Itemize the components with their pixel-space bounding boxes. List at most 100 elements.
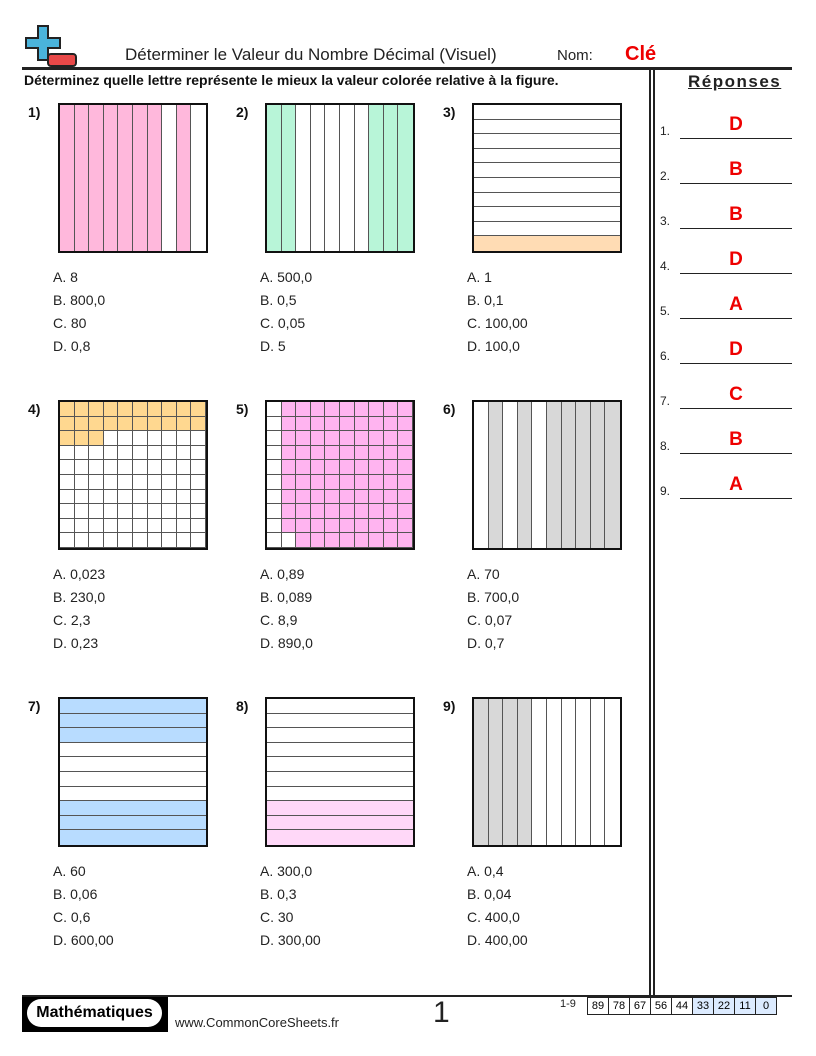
page-title: Déterminer le Valeur du Nombre Décimal (… — [125, 45, 497, 64]
figure-row — [474, 222, 620, 237]
figure-cell — [281, 533, 297, 548]
figure-column — [576, 402, 591, 548]
figure-column — [517, 402, 533, 548]
figure-cell — [133, 402, 148, 417]
figure-cell — [281, 518, 297, 534]
figure-cell — [133, 518, 148, 534]
score-cell: 89 — [587, 997, 609, 1015]
figure-cell — [103, 533, 119, 548]
decimal-figure — [472, 103, 622, 253]
figure-column — [547, 402, 562, 548]
answer-number: 1. — [660, 124, 671, 138]
figure-cell — [162, 460, 177, 475]
problem-number: 6) — [443, 401, 456, 417]
figure-cell — [340, 475, 355, 490]
figure-cell — [296, 416, 311, 432]
figure-cell — [118, 416, 133, 432]
score-cell: 0 — [755, 997, 777, 1015]
problem-number: 2) — [236, 104, 249, 120]
decimal-figure — [265, 697, 415, 847]
answer-option: B. 700,0 — [467, 589, 520, 605]
column-divider — [653, 70, 655, 996]
figure-cell — [60, 431, 75, 446]
answer-option: C. 2,3 — [53, 612, 91, 628]
figure-cell — [147, 504, 163, 519]
score-cell: 56 — [650, 997, 672, 1015]
figure-cell — [89, 402, 104, 417]
figure-cell — [74, 475, 90, 490]
figure-cell — [310, 533, 326, 548]
answer-line — [680, 408, 792, 409]
figure-cell — [60, 445, 75, 461]
figure-cell — [267, 445, 282, 461]
figure-cell — [89, 489, 104, 505]
figure-cell — [176, 533, 192, 548]
figure-cell — [147, 489, 163, 505]
answer-value: B — [729, 429, 743, 450]
figure-cell — [369, 504, 384, 519]
figure-cell — [103, 431, 119, 446]
figure-cell — [383, 402, 399, 417]
figure-cell — [147, 402, 163, 417]
figure-cell — [267, 504, 282, 519]
figure-cell — [354, 518, 370, 534]
figure-cell — [398, 445, 413, 461]
page-number: 1 — [433, 996, 450, 1029]
figure-row — [474, 120, 620, 135]
figure-column — [547, 699, 562, 845]
answer-option: B. 800,0 — [53, 292, 106, 308]
figure-cell — [369, 475, 384, 490]
answer-option: A. 1 — [467, 269, 492, 285]
score-cell: 22 — [713, 997, 735, 1015]
answer-option: B. 0,5 — [260, 292, 297, 308]
figure-column — [474, 402, 489, 548]
figure-cell — [369, 489, 384, 505]
figure-cell — [147, 460, 163, 475]
figure-cell — [118, 489, 133, 505]
figure-cell — [369, 416, 384, 432]
figure-cell — [354, 431, 370, 446]
figure-cell — [133, 504, 148, 519]
figure-cell — [118, 445, 133, 461]
figure-cell — [398, 489, 413, 505]
figure-cell — [103, 445, 119, 461]
figure-cell — [118, 402, 133, 417]
footer-divider — [22, 995, 792, 997]
problem-number: 1) — [28, 104, 41, 120]
score-cell: 11 — [734, 997, 756, 1015]
figure-column — [325, 105, 340, 251]
figure-cell — [133, 475, 148, 490]
figure-cell — [89, 431, 104, 446]
figure-cell — [369, 445, 384, 461]
figure-column — [503, 699, 518, 845]
figure-row — [60, 713, 206, 729]
figure-cell — [310, 431, 326, 446]
figure-cell — [267, 489, 282, 505]
figure-cell — [60, 489, 75, 505]
answers-title: Réponses — [688, 72, 782, 91]
figure-cell — [325, 431, 340, 446]
figure-cell — [325, 460, 340, 475]
figure-cell — [133, 416, 148, 432]
figure-cell — [89, 518, 104, 534]
problem-number: 5) — [236, 401, 249, 417]
figure-cell — [60, 504, 75, 519]
figure-cell — [191, 533, 206, 548]
figure-column — [340, 105, 355, 251]
figure-cell — [296, 504, 311, 519]
figure-cell — [191, 431, 206, 446]
answer-option: D. 300,00 — [260, 932, 321, 948]
figure-cell — [340, 445, 355, 461]
figure-cell — [325, 475, 340, 490]
figure-row — [60, 815, 206, 831]
name-value: Clé — [625, 43, 657, 65]
figure-column — [488, 699, 504, 845]
figure-cell — [383, 460, 399, 475]
answer-line — [680, 453, 792, 454]
answer-option: C. 80 — [53, 315, 87, 331]
figure-cell — [281, 416, 297, 432]
figure-cell — [398, 475, 413, 490]
figure-cell — [296, 518, 311, 534]
answer-option: A. 70 — [467, 566, 500, 582]
figure-cell — [296, 533, 311, 548]
